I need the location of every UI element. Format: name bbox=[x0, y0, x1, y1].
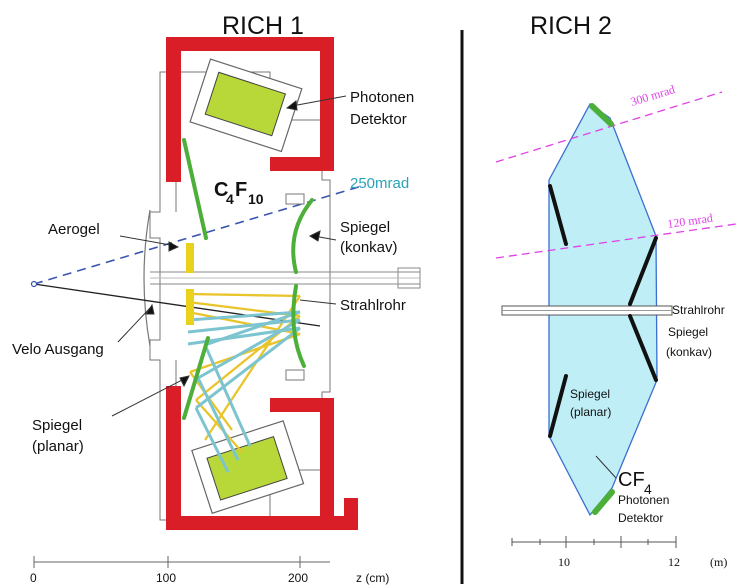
c4f10-c: C bbox=[214, 179, 228, 201]
flat-mirror-upper bbox=[182, 138, 208, 240]
c4f10-sub10: 10 bbox=[248, 191, 264, 207]
rich1-z-axis: 0 100 200 z (cm) bbox=[30, 556, 389, 585]
label-300mrad: 300 mrad bbox=[629, 82, 677, 109]
rich2-label-strahlrohr: Strahlrohr bbox=[672, 303, 725, 317]
label-strahlrohr: Strahlrohr bbox=[340, 297, 406, 314]
rich2-axis: 10 12 (m) bbox=[511, 536, 727, 569]
mrad-120-line bbox=[495, 223, 737, 259]
label-aerogel: Aerogel bbox=[48, 221, 100, 238]
spherical-mirror-lower bbox=[291, 284, 306, 368]
particle-track-line bbox=[33, 283, 321, 327]
flat-mirror-lower bbox=[182, 336, 210, 420]
rich2-label-spiegel-planar: Spiegel bbox=[570, 387, 610, 401]
interaction-point bbox=[30, 280, 38, 288]
spherical-mirror-upper bbox=[291, 198, 314, 274]
cf4-leader bbox=[595, 455, 617, 479]
rich1-fixtures bbox=[285, 193, 305, 381]
housing-left-upper bbox=[166, 37, 181, 182]
rich1-photon-detector-lower bbox=[191, 420, 305, 515]
c4f10-sub4: 4 bbox=[226, 191, 234, 207]
label-spiegel-planar: Spiegel bbox=[32, 417, 82, 434]
rich2-label-spiegel-konkav: Spiegel bbox=[668, 325, 708, 339]
label-velo-ausgang: Velo Ausgang bbox=[12, 341, 104, 358]
rich2-axis-unit: (m) bbox=[710, 555, 727, 569]
rich2-beam-pipe bbox=[501, 305, 673, 316]
housing-right-upper bbox=[320, 37, 334, 171]
label-konkav: (konkav) bbox=[340, 239, 398, 256]
c4f10-f: F bbox=[235, 179, 247, 201]
rich1-aerogel bbox=[186, 243, 194, 325]
rich2-panel: RICH 2 300 mrad 120 mrad Strahlrohr Spie… bbox=[495, 12, 737, 569]
rich1-mirrors bbox=[182, 138, 314, 420]
cf4-sub: 4 bbox=[644, 481, 652, 497]
rich1-leaders bbox=[111, 95, 347, 417]
rich2-tick-10: 10 bbox=[558, 555, 570, 569]
label-detektor: Detektor bbox=[350, 111, 407, 128]
rich2-spherical-mirror-upper bbox=[628, 236, 658, 306]
rich2-label-konkav: (konkav) bbox=[666, 345, 712, 359]
label-spiegel-konkav: Spiegel bbox=[340, 219, 390, 236]
mrad-250-line bbox=[33, 185, 363, 285]
label-photonen: Photonen bbox=[350, 89, 414, 106]
label-planar: (planar) bbox=[32, 438, 84, 455]
z-tick-100: 100 bbox=[156, 571, 176, 585]
housing-shelf-lower bbox=[270, 398, 334, 412]
rich1-rays-cyan bbox=[187, 310, 301, 473]
rich2-mirrors bbox=[548, 184, 658, 438]
mrad-300-line bbox=[495, 91, 723, 163]
rich1-chem: C 4 F 10 bbox=[214, 179, 264, 207]
rich2-label-detektor: Detektor bbox=[618, 511, 663, 525]
housing-left-lower bbox=[166, 386, 181, 530]
rich2-photon-detectors bbox=[589, 103, 615, 515]
label-120mrad: 120 mrad bbox=[666, 211, 713, 231]
housing-right-lower bbox=[320, 398, 334, 518]
velo-exit-window bbox=[143, 209, 151, 347]
z-tick-0: 0 bbox=[30, 571, 37, 585]
rich1-photon-detector-upper bbox=[189, 58, 303, 153]
housing-top-bar bbox=[166, 37, 334, 51]
rich2-tick-12: 12 bbox=[668, 555, 680, 569]
rich1-panel: RICH 1 bbox=[12, 12, 421, 585]
rich2-title: RICH 2 bbox=[530, 12, 612, 40]
cf4-main: CF bbox=[618, 469, 645, 491]
rich2-label-photonen: Photonen bbox=[618, 493, 669, 507]
housing-bottom-bar bbox=[166, 516, 358, 530]
label-250mrad: 250mrad bbox=[350, 175, 409, 192]
rich2-flat-mirror-upper bbox=[548, 184, 568, 246]
rich2-label-planar: (planar) bbox=[570, 405, 611, 419]
housing-shelf-upper bbox=[270, 157, 334, 171]
rich2-spherical-mirror-lower bbox=[628, 314, 658, 382]
rich1-title: RICH 1 bbox=[222, 12, 304, 40]
rich1-red-housing bbox=[166, 37, 358, 530]
rich2-flat-mirror-lower bbox=[548, 374, 568, 438]
housing-foot bbox=[344, 498, 358, 530]
z-tick-200: 200 bbox=[288, 571, 308, 585]
rich1-beam-pipe bbox=[150, 267, 421, 289]
z-axis-unit: z (cm) bbox=[356, 571, 389, 585]
